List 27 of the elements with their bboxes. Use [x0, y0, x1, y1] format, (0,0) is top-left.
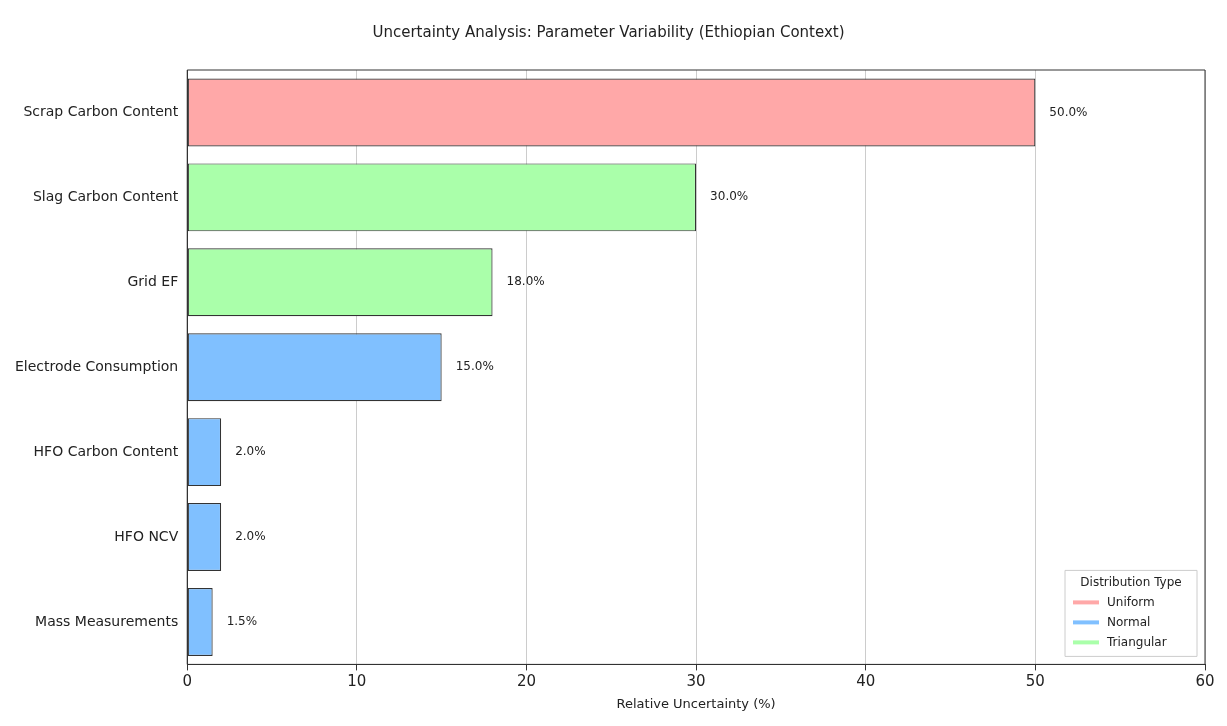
data-label: 50.0%	[1049, 104, 1088, 119]
data-label: 15.0%	[455, 359, 494, 374]
y-tick-label: HFO Carbon Content	[33, 442, 179, 459]
chart-title: Uncertainty Analysis: Parameter Variability (Ethiopian Context)	[372, 22, 845, 41]
y-tick-label: Scrap Carbon Content	[23, 103, 179, 120]
x-tick-label: 10	[347, 672, 367, 691]
y-tick-label: Mass Measurements	[35, 612, 179, 629]
data-label: 2.0%	[235, 444, 266, 459]
x-tick-label: 50	[1025, 672, 1045, 691]
x-tick-label: 20	[516, 672, 537, 691]
y-tick-label: Electrode Consumption	[14, 357, 179, 374]
y-tick-label: HFO NCV	[114, 527, 179, 544]
legend-label: Normal	[1107, 614, 1151, 629]
x-axis-title: Relative Uncertainty (%)	[616, 695, 776, 711]
x-tick-label: 0	[182, 672, 192, 691]
y-tick-label: Grid EF	[127, 272, 179, 289]
legend-label: Uniform	[1107, 594, 1155, 609]
data-label: 1.5%	[226, 614, 258, 629]
data-label: 30.0%	[710, 189, 749, 204]
data-label: 18.0%	[506, 274, 545, 289]
x-tick-label: 40	[856, 672, 876, 691]
legend-title: Distribution Type	[1080, 574, 1182, 589]
x-tick-label: 60	[1195, 672, 1215, 691]
legend-label: Triangular	[1106, 634, 1167, 649]
x-tick-label: 30	[686, 672, 706, 691]
y-tick-label: Slag Carbon Content	[32, 188, 179, 205]
data-label: 2.0%	[235, 529, 266, 544]
